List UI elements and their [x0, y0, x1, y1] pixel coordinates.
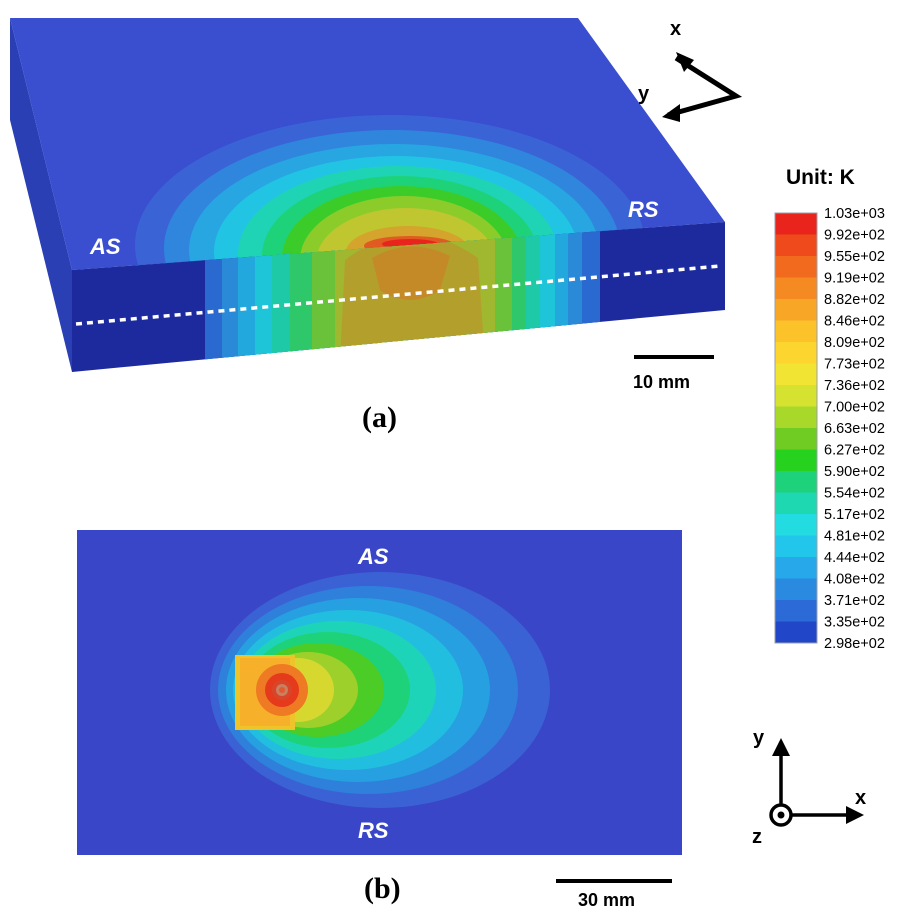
panel-b-caption: (b) — [364, 872, 401, 905]
top-face-temperature-contours — [135, 115, 645, 270]
colorbar-tick-label: 9.19e+02 — [824, 271, 885, 287]
colorbar-swatch — [775, 492, 817, 515]
colorbar-tick-label: 7.00e+02 — [824, 400, 885, 416]
panel-a-3d-plate — [10, 18, 725, 372]
colorbar-tick-label: 3.35e+02 — [824, 615, 885, 631]
colorbar-tick-label: 9.92e+02 — [824, 228, 885, 244]
panel-b-axis-triad: y x z — [752, 727, 866, 848]
panel-a-x-axis-label: x — [670, 18, 681, 40]
panel-b-y-axis-label: y — [753, 727, 765, 749]
colorbar-title: Unit: K — [786, 166, 855, 189]
colorbar-swatch — [775, 471, 817, 493]
colorbar-swatch — [775, 213, 817, 235]
panel-a-axis-triad: x y — [638, 18, 743, 122]
plate-left-face — [10, 18, 72, 372]
colorbar: 1.03e+03 9.92e+02 9.55e+02 9.19e+02 8.82e+02… — [774, 206, 885, 652]
panel-b-x-axis-label: x — [855, 787, 866, 809]
colorbar-tick-label: 4.08e+02 — [824, 572, 885, 588]
colorbar-swatch — [775, 385, 817, 407]
colorbar-swatch — [775, 320, 817, 343]
colorbar-tick-label: 5.54e+02 — [824, 486, 885, 502]
colorbar-tick-label: 6.27e+02 — [824, 443, 885, 459]
colorbar-tick-label: 7.36e+02 — [824, 378, 885, 394]
colorbar-tick-label: 4.81e+02 — [824, 529, 885, 545]
panel-a-advancing-side-label: AS — [89, 234, 121, 259]
colorbar-swatch — [775, 557, 817, 579]
colorbar-swatch — [775, 621, 817, 644]
colorbar-tick-label: 2.98e+02 — [824, 636, 885, 652]
colorbar-swatch — [775, 535, 817, 558]
panel-b-retreating-side-label: RS — [358, 818, 389, 843]
colorbar-tick-label: 9.55e+02 — [824, 249, 885, 265]
panel-b-advancing-side-label: AS — [357, 544, 389, 569]
colorbar-tick-label: 1.03e+03 — [824, 206, 885, 222]
panel-a-y-axis-label: y — [638, 83, 650, 105]
colorbar-swatch — [775, 514, 817, 536]
panel-a-caption: (a) — [362, 401, 397, 434]
colorbar-tick-label: 7.73e+02 — [824, 357, 885, 373]
panel-b-top-view — [77, 530, 682, 855]
colorbar-swatch — [775, 256, 817, 278]
colorbar-swatch — [775, 277, 817, 300]
colorbar-frame — [774, 212, 818, 644]
colorbar-swatch — [775, 428, 817, 450]
colorbar-swatch — [775, 578, 817, 601]
colorbar-swatch — [775, 363, 817, 386]
colorbar-swatch — [775, 406, 817, 429]
colorbar-swatch — [775, 600, 817, 622]
mid-thickness-dashed-line — [75, 264, 721, 326]
panel-b-z-axis-label: z — [752, 826, 762, 848]
colorbar-tick-label: 5.17e+02 — [824, 507, 885, 523]
colorbar-swatch — [775, 342, 817, 364]
colorbar-tick-label: 8.46e+02 — [824, 314, 885, 330]
colorbar-tick-label: 8.82e+02 — [824, 292, 885, 308]
colorbar-tick-label: 8.09e+02 — [824, 335, 885, 351]
panel-a-scale-label: 10 mm — [633, 372, 690, 392]
colorbar-swatch — [775, 234, 817, 257]
colorbar-tick-label: 6.63e+02 — [824, 421, 885, 437]
colorbar-swatch — [775, 449, 817, 472]
colorbar-tick-label: 3.71e+02 — [824, 593, 885, 609]
colorbar-tick-label: 4.44e+02 — [824, 550, 885, 566]
panel-a-retreating-side-label: RS — [628, 197, 659, 222]
colorbar-swatch — [775, 299, 817, 321]
panel-b-scale-label: 30 mm — [578, 890, 635, 910]
panel-b-temperature-contours — [210, 572, 550, 808]
colorbar-tick-label: 5.90e+02 — [824, 464, 885, 480]
